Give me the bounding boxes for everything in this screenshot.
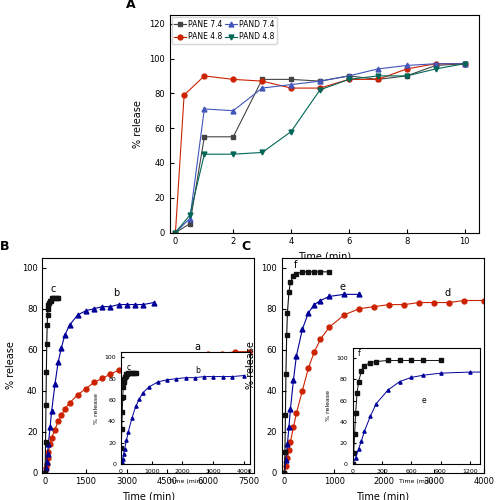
Y-axis label: % release: % release [6, 341, 16, 389]
PANE 7.4 [259, 76, 265, 82]
PAND 7.4 [433, 60, 439, 66]
PAND 4.8 [173, 230, 179, 235]
PANE 7.4 [230, 134, 236, 140]
PANE 7.4 [462, 60, 468, 66]
X-axis label: Time (min): Time (min) [356, 492, 410, 500]
PAND 7.4 [375, 66, 381, 72]
Text: c: c [50, 284, 56, 294]
X-axis label: Time (min): Time (min) [122, 492, 175, 500]
PAND 4.8 [259, 150, 265, 156]
PAND 4.8 [230, 151, 236, 157]
PANE 4.8 [375, 76, 381, 82]
PANE 7.4 [375, 76, 381, 82]
PAND 7.4 [317, 78, 323, 84]
Line: PANE 7.4: PANE 7.4 [173, 62, 467, 235]
PAND 7.4 [230, 108, 236, 114]
PANE 7.4 [288, 76, 294, 82]
Line: PAND 4.8: PAND 4.8 [173, 62, 467, 235]
PANE 7.4 [404, 73, 410, 79]
Text: b: b [113, 288, 119, 298]
Y-axis label: % release: % release [246, 341, 256, 389]
PANE 4.8 [230, 76, 236, 82]
PANE 7.4 [346, 73, 352, 79]
Text: f: f [293, 260, 297, 270]
PANE 4.8 [317, 85, 323, 91]
Y-axis label: % release: % release [134, 100, 144, 148]
PAND 7.4 [288, 82, 294, 87]
PANE 4.8 [181, 92, 187, 98]
PAND 7.4 [404, 62, 410, 68]
PAND 4.8 [317, 87, 323, 93]
PANE 4.8 [433, 60, 439, 66]
PAND 4.8 [375, 73, 381, 79]
PANE 7.4 [433, 62, 439, 68]
Text: a: a [195, 342, 201, 351]
PAND 4.8 [288, 128, 294, 134]
PAND 7.4 [346, 73, 352, 79]
PAND 7.4 [173, 230, 179, 235]
PAND 4.8 [346, 76, 352, 82]
PANE 4.8 [259, 78, 265, 84]
Text: d: d [444, 288, 450, 298]
PAND 7.4 [202, 106, 208, 112]
PANE 4.8 [462, 60, 468, 66]
PAND 4.8 [404, 73, 410, 79]
Text: C: C [242, 240, 250, 253]
PAND 4.8 [187, 212, 193, 218]
PAND 4.8 [462, 60, 468, 66]
X-axis label: Time (min): Time (min) [298, 252, 351, 262]
PANE 7.4 [317, 78, 323, 84]
Line: PANE 4.8: PANE 4.8 [173, 62, 467, 235]
PANE 7.4 [202, 134, 208, 140]
PANE 7.4 [173, 230, 179, 235]
PAND 7.4 [259, 85, 265, 91]
PANE 4.8 [404, 66, 410, 72]
PANE 7.4 [187, 221, 193, 227]
PANE 4.8 [288, 85, 294, 91]
PAND 4.8 [433, 66, 439, 72]
Text: A: A [126, 0, 136, 10]
Text: e: e [339, 282, 345, 292]
Line: PAND 7.4: PAND 7.4 [173, 62, 467, 235]
PAND 7.4 [187, 216, 193, 222]
PANE 4.8 [202, 73, 208, 79]
PANE 4.8 [173, 230, 179, 235]
PAND 7.4 [462, 60, 468, 66]
Legend: PANE 7.4, PANE 4.8, PAND 7.4, PAND 4.8: PANE 7.4, PANE 4.8, PAND 7.4, PAND 4.8 [172, 18, 277, 44]
Text: B: B [0, 240, 9, 253]
PAND 4.8 [202, 151, 208, 157]
PANE 4.8 [346, 76, 352, 82]
